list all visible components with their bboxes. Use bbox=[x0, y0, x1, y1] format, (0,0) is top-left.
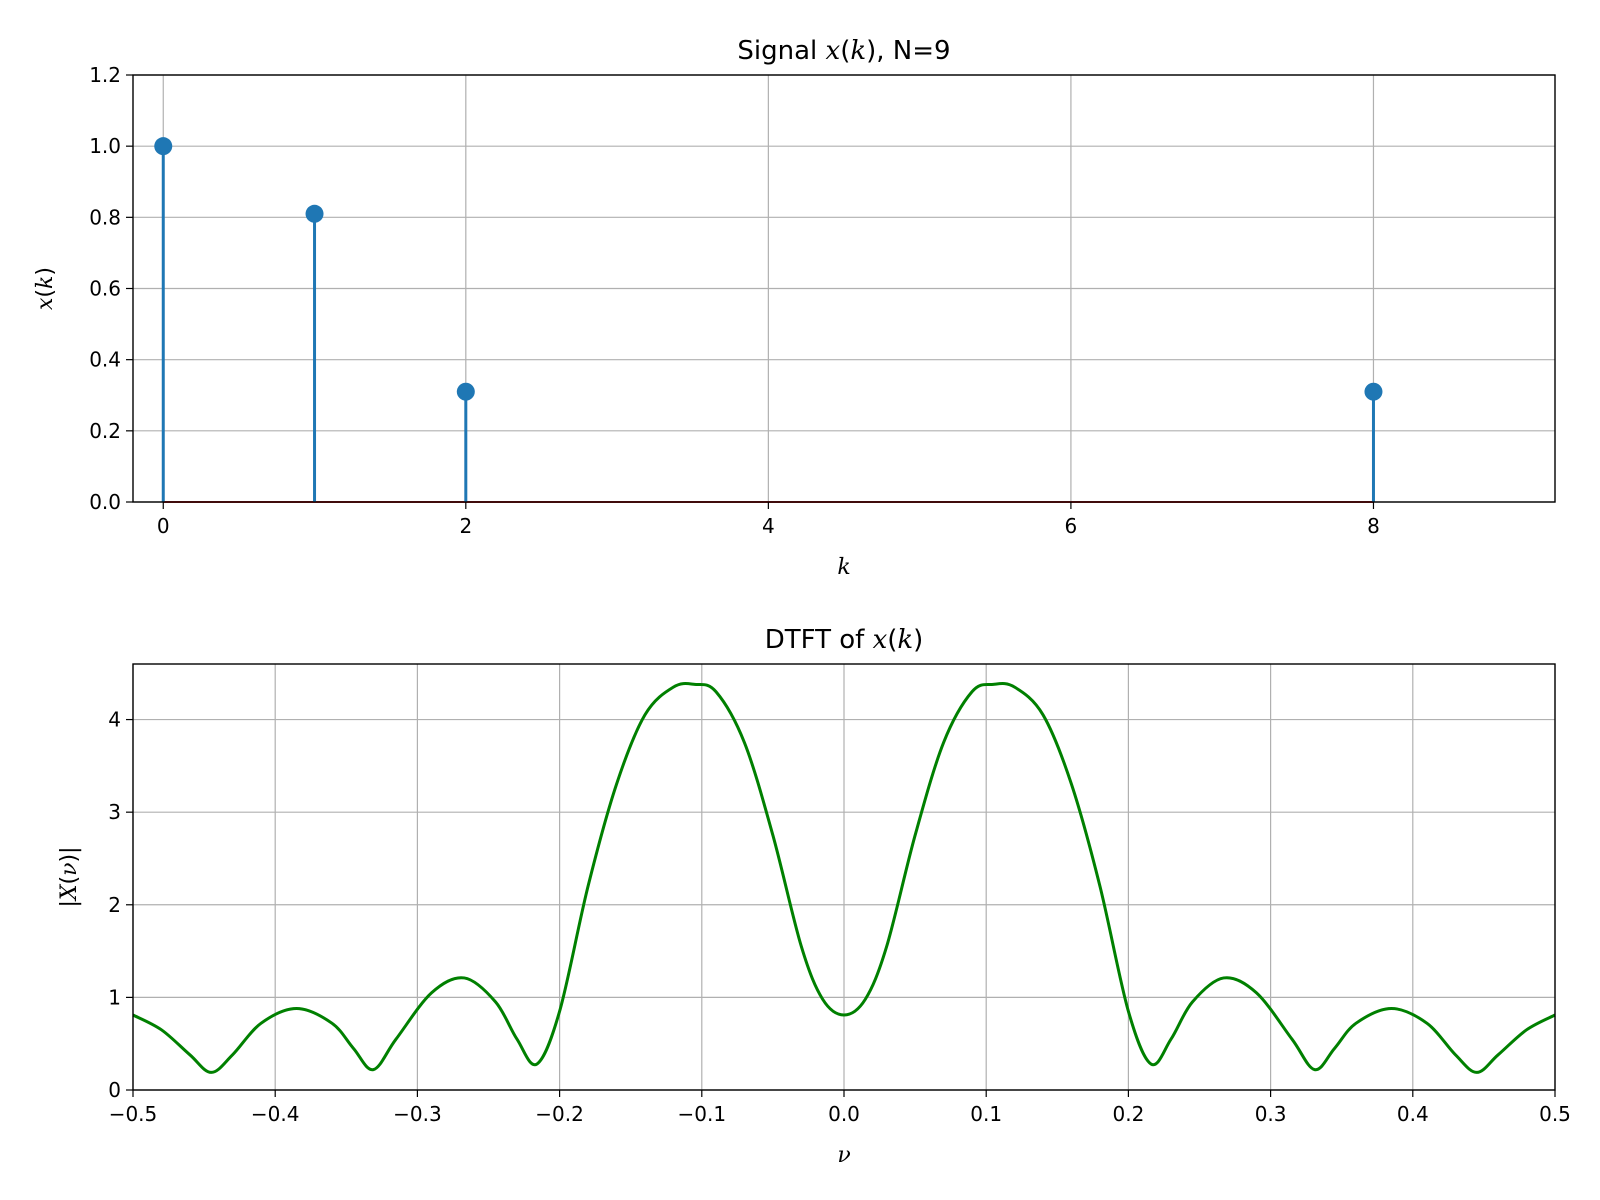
x-tick-label: 0.0 bbox=[828, 1102, 860, 1126]
x-tick-label: −0.1 bbox=[678, 1102, 727, 1126]
signal-x-ticks: 0 2 4 6 8 bbox=[157, 502, 1380, 538]
x-tick-label: 0.4 bbox=[1397, 1102, 1429, 1126]
dtft-magnitude-line bbox=[132, 682, 1556, 1074]
stem-marker bbox=[305, 204, 324, 223]
y-tick-label: 0.8 bbox=[89, 205, 121, 229]
x-tick-label: 6 bbox=[1065, 514, 1078, 538]
y-tick-label: 0 bbox=[108, 1078, 121, 1102]
y-tick-label: 3 bbox=[108, 800, 121, 824]
y-tick-label: 4 bbox=[108, 708, 121, 732]
x-tick-label: 0.2 bbox=[1112, 1102, 1144, 1126]
stem-marker bbox=[154, 137, 173, 156]
dtft-x-axis-label: ν bbox=[837, 1143, 850, 1168]
signal-y-ticks: 0.0 0.2 0.4 0.6 0.8 1.0 1.2 bbox=[89, 63, 133, 514]
dtft-y-axis-label: |X(ν)| bbox=[57, 846, 82, 907]
signal-x-axis-label: k bbox=[837, 555, 850, 580]
y-tick-label: 0.4 bbox=[89, 348, 121, 372]
x-tick-label: 2 bbox=[459, 514, 472, 538]
x-tick-label: 0.1 bbox=[970, 1102, 1002, 1126]
x-tick-label: 0.5 bbox=[1539, 1102, 1571, 1126]
x-tick-label: −0.5 bbox=[109, 1102, 158, 1126]
x-tick-label: 0 bbox=[157, 514, 170, 538]
y-tick-label: 1 bbox=[108, 985, 121, 1009]
y-tick-label: 1.2 bbox=[89, 63, 121, 87]
signal-stems bbox=[154, 137, 1383, 502]
stem-marker bbox=[1364, 382, 1383, 401]
y-tick-label: 0.2 bbox=[89, 419, 121, 443]
x-tick-label: 0.3 bbox=[1255, 1102, 1287, 1126]
dtft-x-ticks: −0.5 −0.4 −0.3 −0.2 −0.1 0.0 0.1 0.2 0.3 0.4 0.5 bbox=[109, 1090, 1571, 1126]
signal-title: Signal x(k), N=9 bbox=[737, 36, 950, 66]
x-tick-label: 8 bbox=[1367, 514, 1380, 538]
x-tick-label: −0.2 bbox=[535, 1102, 584, 1126]
y-tick-label: 1.0 bbox=[89, 134, 121, 158]
y-tick-label: 0.0 bbox=[89, 490, 121, 514]
signal-stem-plot: 0 2 4 6 8 0.0 0.2 0.4 0.6 0.8 1.0 1.2 Signal x(k),… bbox=[33, 36, 1556, 580]
dtft-y-ticks: 0 1 2 3 4 bbox=[108, 708, 133, 1102]
dtft-title: DTFT of x(k) bbox=[765, 625, 924, 655]
x-tick-label: −0.3 bbox=[393, 1102, 442, 1126]
x-tick-label: 4 bbox=[762, 514, 775, 538]
y-tick-label: 2 bbox=[108, 893, 121, 917]
signal-grid bbox=[133, 74, 1555, 503]
stem-marker bbox=[456, 382, 475, 401]
y-tick-label: 0.6 bbox=[89, 277, 121, 301]
dtft-line-plot: −0.5 −0.4 −0.3 −0.2 −0.1 0.0 0.1 0.2 0.3 0.4 0.5 0… bbox=[57, 625, 1571, 1168]
x-tick-label: −0.4 bbox=[251, 1102, 300, 1126]
signal-y-axis-label: x(k) bbox=[33, 267, 58, 310]
